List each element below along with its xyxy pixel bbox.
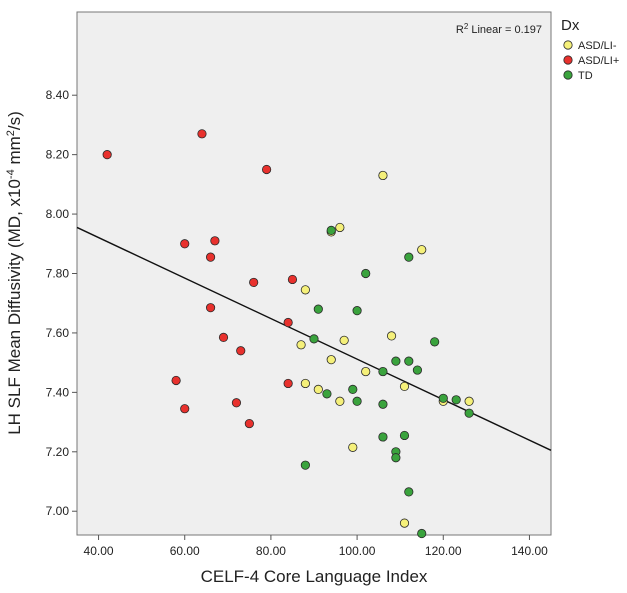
data-point-td — [404, 356, 414, 366]
y-tick-label: 7.80 — [46, 267, 70, 281]
data-point-asd-li — [283, 378, 293, 389]
x-tick-label: 120.00 — [425, 544, 462, 558]
data-point-asd-li — [348, 442, 358, 452]
data-point-td — [300, 460, 310, 470]
legend-title: Dx — [561, 17, 580, 34]
data-point-asd-li — [296, 340, 306, 350]
x-tick-label: 80.00 — [256, 544, 286, 558]
data-point-asd-li — [180, 404, 190, 414]
data-point-td — [348, 384, 358, 394]
data-point-asd-li — [313, 384, 323, 394]
data-point-asd-li — [378, 170, 388, 181]
data-point-td — [322, 389, 332, 399]
data-point-td — [378, 366, 388, 377]
data-point-td — [326, 225, 336, 236]
x-tick-label: 60.00 — [170, 544, 200, 558]
legend-label-td: TD — [578, 70, 593, 82]
data-point-td — [391, 453, 401, 463]
data-point-asd-li — [287, 274, 298, 285]
axes-layer: 40.00 60.00 80.00 100.00 120.00 140.00 7.00 7.2… — [46, 88, 548, 558]
data-point-td — [464, 408, 474, 418]
data-point-asd-li — [335, 396, 345, 406]
y-tick-label: 8.00 — [46, 207, 70, 221]
data-point-asd-li — [197, 129, 207, 139]
data-point-asd-li — [399, 381, 410, 392]
data-point-asd-li — [231, 398, 242, 408]
r-squared-annotation: R2 Linear = 0.197 — [456, 22, 542, 37]
data-point-td — [391, 356, 401, 366]
x-axis-title: CELF-4 Core Language Index — [201, 567, 428, 586]
data-point-asd-li — [300, 378, 310, 389]
data-point-td — [430, 337, 440, 347]
x-tick-label: 140.00 — [511, 544, 548, 558]
data-point-asd-li — [218, 332, 229, 342]
y-tick-label: 7.60 — [46, 326, 70, 340]
x-tick-label: 40.00 — [84, 544, 114, 558]
data-point-td — [404, 252, 414, 262]
data-point-td — [378, 432, 388, 442]
points-layer — [102, 129, 474, 539]
legend-label-asd-li: ASD/LI- — [578, 40, 617, 52]
data-point-td — [438, 393, 448, 403]
data-point-asd-li — [205, 252, 216, 262]
y-tick-label: 8.20 — [46, 148, 70, 162]
y-tick-label: 7.00 — [46, 504, 70, 518]
data-point-td — [378, 399, 388, 409]
data-point-asd-li — [180, 239, 190, 249]
data-point-asd-li — [339, 335, 349, 345]
legend: Dx ASD/LI- ASD/LI+ TD — [561, 17, 619, 82]
data-point-asd-li — [205, 303, 216, 313]
data-point-asd-li — [464, 396, 474, 406]
y-tick-label: 8.40 — [46, 88, 70, 102]
data-point-td — [313, 304, 323, 314]
data-point-asd-li — [171, 375, 181, 386]
data-point-td — [417, 528, 427, 539]
legend-marker-asd-li — [563, 40, 573, 50]
data-point-asd-li — [335, 222, 345, 233]
data-point-td — [451, 395, 461, 405]
data-point-td — [404, 487, 414, 497]
data-point-asd-li — [102, 150, 112, 160]
data-point-asd-li — [244, 418, 254, 429]
data-point-td — [309, 334, 319, 344]
legend-marker-asd-li — [563, 55, 573, 65]
data-point-asd-li — [210, 236, 220, 246]
legend-items: ASD/LI- ASD/LI+ TD — [563, 40, 619, 82]
data-point-asd-li — [261, 164, 272, 175]
legend-marker-td — [563, 70, 573, 80]
data-point-td — [361, 268, 371, 279]
data-point-td — [412, 365, 423, 375]
data-point-td — [352, 306, 362, 316]
data-point-asd-li — [236, 346, 246, 356]
x-tick-label: 100.00 — [339, 544, 376, 558]
data-point-asd-li — [283, 317, 293, 328]
data-point-asd-li — [326, 355, 336, 365]
data-point-asd-li — [249, 277, 259, 288]
plot-area — [76, 11, 552, 536]
legend-label-asd-li: ASD/LI+ — [578, 55, 619, 67]
y-axis-title: LH SLF Mean Diffusivity (MD, x10-4 mm2/s… — [5, 111, 24, 435]
data-point-asd-li — [361, 366, 371, 377]
data-point-asd-li — [399, 518, 410, 528]
y-tick-label: 7.40 — [46, 385, 70, 399]
data-point-td — [352, 396, 362, 406]
data-point-asd-li — [417, 245, 427, 255]
data-point-td — [399, 430, 410, 441]
y-tick-label: 7.20 — [46, 445, 70, 459]
data-point-asd-li — [386, 331, 397, 341]
data-point-asd-li — [300, 285, 310, 295]
